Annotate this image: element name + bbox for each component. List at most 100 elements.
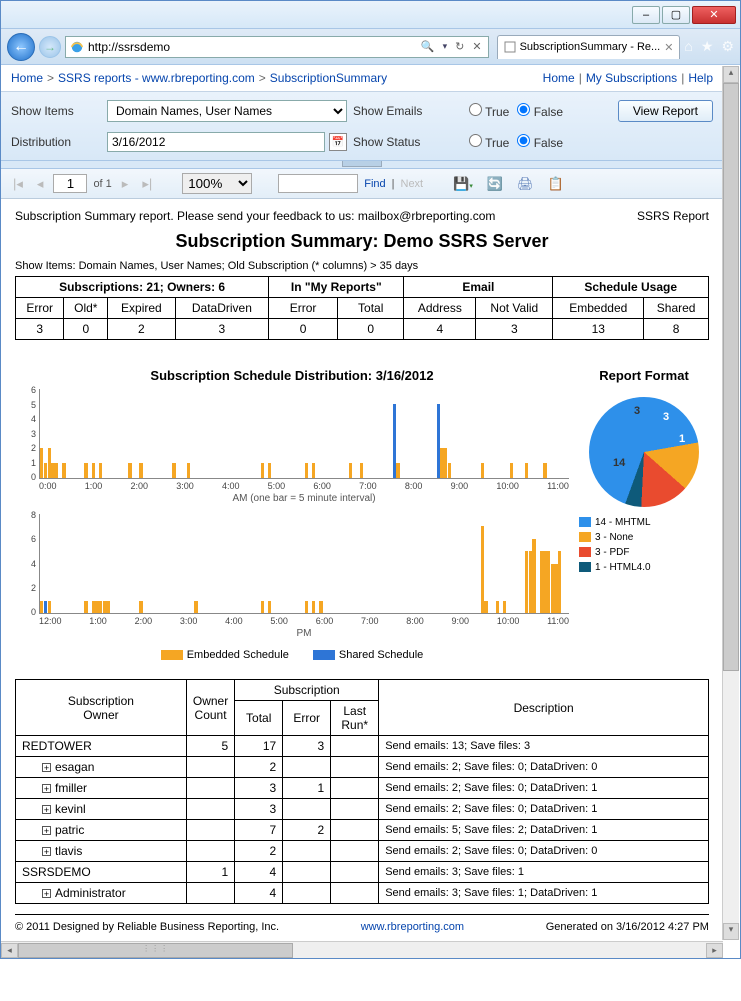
status-false-radio[interactable] xyxy=(517,134,530,147)
am-caption: AM (one bar = 5 minute interval) xyxy=(39,493,569,504)
maximize-button[interactable]: ▢ xyxy=(662,6,690,24)
chart-legend: Embedded Schedule Shared Schedule xyxy=(15,649,569,661)
breadcrumb-item[interactable]: Home xyxy=(11,71,43,85)
tab-close-icon[interactable]: ✕ xyxy=(664,41,673,54)
summary-table: Subscriptions: 21; Owners: 6In "My Repor… xyxy=(15,276,709,340)
address-dropdown-icon[interactable]: ▾ xyxy=(441,41,450,52)
address-input[interactable] xyxy=(88,40,415,54)
count-header: Owner Count xyxy=(186,680,234,736)
search-icon[interactable]: 🔍 xyxy=(419,40,437,53)
refresh-report-icon[interactable]: 🔄 xyxy=(483,174,507,194)
forward-button[interactable]: → xyxy=(39,36,61,58)
address-bar[interactable]: 🔍 ▾ ↻ ✕ xyxy=(65,36,489,58)
breadcrumb-item[interactable]: SubscriptionSummary xyxy=(270,71,387,85)
browser-tab[interactable]: SubscriptionSummary - Re... ✕ xyxy=(497,35,681,59)
show-items-label: Show Items xyxy=(11,104,101,118)
params-collapse[interactable] xyxy=(1,161,723,169)
show-emails-label: Show Emails xyxy=(353,104,463,118)
table-row: +patric72Send emails: 5; Save files: 2; … xyxy=(16,820,709,841)
emails-true-radio[interactable] xyxy=(469,103,482,116)
emails-false-radio[interactable] xyxy=(517,103,530,116)
scroll-up-icon[interactable]: ▴ xyxy=(723,66,739,83)
breadcrumb-link[interactable]: Home xyxy=(543,71,575,85)
distribution-input[interactable] xyxy=(107,132,325,152)
am-chart: 6543210 xyxy=(39,389,569,479)
table-row: +esagan2Send emails: 2; Save files: 0; D… xyxy=(16,757,709,778)
expand-icon[interactable]: + xyxy=(42,784,51,793)
zoom-select[interactable]: 100% xyxy=(182,173,252,194)
back-button[interactable]: ← xyxy=(7,33,35,61)
footer-link[interactable]: www.rbreporting.com xyxy=(361,921,464,933)
pie-title: Report Format xyxy=(579,368,709,383)
page-icon xyxy=(504,41,516,53)
find-link[interactable]: Find xyxy=(364,178,385,190)
next-page-icon: ▸ xyxy=(118,174,133,194)
breadcrumb-item[interactable]: SSRS reports - www.rbreporting.com xyxy=(58,71,255,85)
ie-icon xyxy=(70,40,84,54)
close-button[interactable]: ✕ xyxy=(692,6,736,24)
vertical-scrollbar[interactable]: ▴ ▾ xyxy=(722,66,739,940)
export-data-icon[interactable]: 📋 xyxy=(544,174,568,194)
breadcrumb-link[interactable]: My Subscriptions xyxy=(586,71,677,85)
parameters-panel: Show Items Domain Names, User Names Show… xyxy=(1,92,723,161)
show-emails-radios: True False xyxy=(469,103,587,119)
table-row: +fmiller31Send emails: 2; Save files: 0;… xyxy=(16,778,709,799)
view-report-button[interactable]: View Report xyxy=(618,100,713,122)
filters-line: Show Items: Domain Names, User Names; Ol… xyxy=(15,260,709,272)
expand-icon[interactable]: + xyxy=(42,805,51,814)
pie-panel: Report Format 14331 14 - MHTML3 - None3 … xyxy=(579,368,709,661)
find-input[interactable] xyxy=(278,174,358,193)
page-input[interactable] xyxy=(53,174,87,193)
horizontal-scrollbar[interactable]: ◂ ⋮⋮⋮ ▸ xyxy=(1,941,723,958)
feedback-email-link[interactable]: mailbox@rbreporting.com xyxy=(358,209,496,223)
refresh-icon[interactable]: ↻ xyxy=(453,40,466,53)
table-row: +tlavis2Send emails: 2; Save files: 0; D… xyxy=(16,841,709,862)
owner-header: Subscription Owner xyxy=(16,680,187,736)
tab-title: SubscriptionSummary - Re... xyxy=(520,41,661,53)
report-footer: © 2011 Designed by Reliable Business Rep… xyxy=(15,914,709,935)
table-row: +Administrator4Send emails: 3; Save file… xyxy=(16,883,709,904)
breadcrumb-right: Home|My Subscriptions|Help xyxy=(543,71,713,85)
home-icon[interactable]: ⌂ xyxy=(684,38,692,55)
page-of-label: of 1 xyxy=(93,178,111,190)
print-icon[interactable]: 🖨 xyxy=(513,174,538,194)
table-row: REDTOWER5173Send emails: 13; Save files:… xyxy=(16,736,709,757)
scroll-down-icon[interactable]: ▾ xyxy=(723,923,739,940)
stop-icon[interactable]: ✕ xyxy=(470,40,483,53)
total-header: Total xyxy=(235,701,283,736)
breadcrumb-left: Home>SSRS reports - www.rbreporting.com>… xyxy=(11,71,387,85)
nav-row: ← → 🔍 ▾ ↻ ✕ SubscriptionSummary - Re... … xyxy=(1,29,740,65)
scroll-left-icon[interactable]: ◂ xyxy=(1,943,18,958)
expand-icon[interactable]: + xyxy=(42,826,51,835)
tools-icon[interactable]: ⚙ xyxy=(721,38,734,55)
breadcrumb-link[interactable]: Help xyxy=(688,71,713,85)
export-icon[interactable]: 💾▾ xyxy=(449,174,477,194)
browser-tools: ⌂ ★ ⚙ xyxy=(684,38,734,55)
last-page-icon: ▸| xyxy=(138,174,156,194)
scroll-right-icon[interactable]: ▸ xyxy=(706,943,723,958)
expand-icon[interactable]: + xyxy=(42,763,51,772)
pm-caption: PM xyxy=(39,628,569,639)
show-items-select[interactable]: Domain Names, User Names xyxy=(107,100,347,122)
show-status-radios: True False xyxy=(469,134,587,150)
show-status-label: Show Status xyxy=(353,135,463,149)
distribution-label: Distribution xyxy=(11,135,101,149)
calendar-icon[interactable]: 📅 xyxy=(329,133,347,151)
table-row: SSRSDEMO14Send emails: 3; Save files: 1 xyxy=(16,862,709,883)
table-row: +kevinl3Send emails: 2; Save files: 0; D… xyxy=(16,799,709,820)
prev-page-icon: ◂ xyxy=(33,174,48,194)
favorites-icon[interactable]: ★ xyxy=(701,38,714,55)
minimize-button[interactable]: – xyxy=(632,6,660,24)
generated-label: Generated on 3/16/2012 4:27 PM xyxy=(546,921,709,933)
expand-icon[interactable]: + xyxy=(42,847,51,856)
sub-header: Subscription xyxy=(235,680,379,701)
pm-chart: 86420 xyxy=(39,514,569,614)
expand-icon[interactable]: + xyxy=(42,889,51,898)
breadcrumb-row: Home>SSRS reports - www.rbreporting.com>… xyxy=(1,65,723,92)
report-body: Subscription Summary report. Please send… xyxy=(1,199,723,941)
schedule-charts: Subscription Schedule Distribution: 3/16… xyxy=(15,368,569,661)
report-title: Subscription Summary: Demo SSRS Server xyxy=(15,231,709,252)
owners-table: Subscription Owner Owner Count Subscript… xyxy=(15,679,709,904)
report-right-header: SSRS Report xyxy=(637,209,709,223)
status-true-radio[interactable] xyxy=(469,134,482,147)
